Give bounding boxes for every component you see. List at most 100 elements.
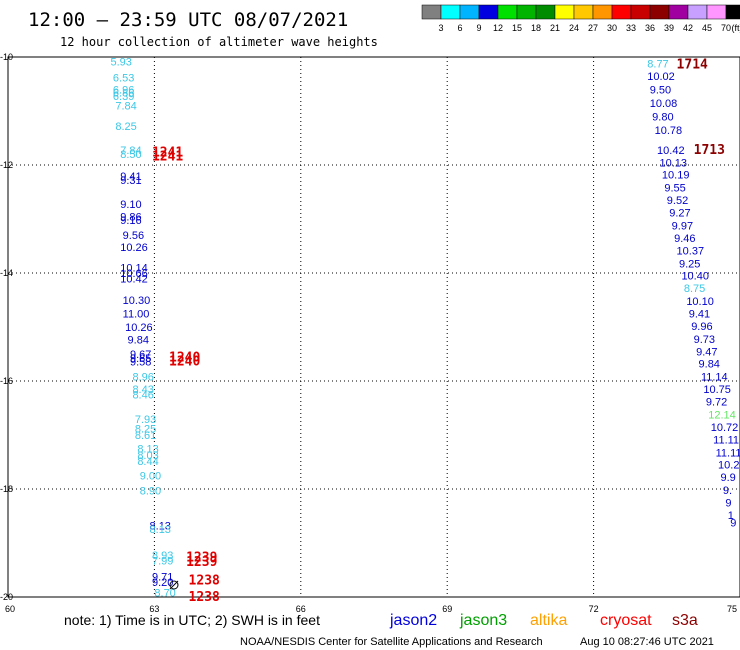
legend-swatch [649,4,670,20]
wave-height-value: 9.73 [694,334,715,346]
legend-swatch [497,4,518,20]
wave-height-value: 9.58 [130,357,151,369]
footer-note: note: 1) Time is in UTC; 2) SWH is in fe… [64,612,320,628]
wave-height-value: 10.08 [650,98,678,110]
footer-timestamp: Aug 10 08:27:46 UTC 2021 [580,636,714,648]
wave-height-value: 8.75 [684,283,705,295]
legend-label: 70 [721,23,731,33]
y-tick-label: -16 [0,376,13,386]
time-label: 1240 [169,354,200,369]
wave-height-value: 10.26 [120,242,148,254]
wave-height-value: 8.13 [150,524,171,536]
legend-swatch [687,4,708,20]
legend-label: 24 [569,23,579,33]
wave-height-value: 10.66 [120,268,148,280]
wave-height-value: 10.26 [125,322,153,334]
wave-height-value: 9.72 [706,397,727,409]
legend-label: 6 [457,23,462,33]
legend-label: 36 [645,23,655,33]
wave-height-value: 9.00 [140,471,161,483]
wave-height-value: 8.13 [137,444,158,456]
wave-height-value: 9.52 [667,195,688,207]
legend-swatch [421,4,442,20]
wave-height-value: 8.61 [135,430,156,442]
wave-height-value: 1 [728,510,734,522]
legend-label: 3 [438,23,443,33]
legend-swatch [592,4,613,20]
wave-height-value: 8.77 [647,58,668,70]
legend-swatch [440,4,461,20]
satellite-cryosat: cryosat [600,612,652,629]
wave-height-value: 9.96 [691,321,712,333]
wave-height-value: 8.96 [132,372,153,384]
wave-height-value: 6.96 [113,84,134,96]
time-label: 1239 [186,555,217,570]
wave-height-value: 8.70 [154,588,175,600]
wave-height-value: 9.27 [669,208,690,220]
wave-height-value: 9.65 [130,353,151,365]
wave-height-value: 7.84 [115,101,136,113]
y-tick-label: -14 [0,268,13,278]
wave-height-value: 10.30 [123,295,151,307]
plot-area: 60 63 66 69 72 75-10-12-14-16-18-20 5.936.536… [0,52,740,614]
legend-swatch [706,4,727,20]
wave-height-values: 5.936.536.966.866.397.848.257.848.509.41… [110,56,740,599]
wave-height-value: 8.25 [135,424,156,436]
wave-height-value: 9.25 [679,258,700,270]
legend-label: 30 [607,23,617,33]
wave-height-value: 9. [723,485,732,497]
satellite-jason3: jason3 [459,612,507,629]
legend-swatch [459,4,480,20]
wave-height-value: 9.16 [120,215,141,227]
legend-label: 33 [626,23,636,33]
satellite-legend: jason2 jason3 altika cryosat s3a [389,612,698,629]
wave-height-value: 8.93 [152,550,173,562]
legend-swatch [611,4,632,20]
wave-height-value: 10.02 [647,71,675,83]
wave-height-value: 10.42 [657,145,685,157]
satellite-s3a: s3a [672,612,698,629]
x-tick-label: 72 [589,604,599,614]
legend-label: 9 [476,23,481,33]
legend-unit: (ft) [732,23,740,33]
wave-height-value: 8.13 [150,521,171,533]
wave-height-value: 9.97 [672,220,693,232]
legend-label: 18 [531,23,541,33]
wave-height-value: 10.2 [718,460,739,472]
wave-height-value: 9.10 [120,199,141,211]
wave-height-value: 8.90 [140,486,161,498]
wave-height-value: 9 [730,517,736,529]
wave-height-value: 8.46 [132,390,153,402]
satellite-jason2: jason2 [389,612,437,629]
axis-tick-labels: 60 63 66 69 72 75 -10 -12 -14 -16 -18 -20 [0,52,737,614]
x-tick-label: 69 [442,604,452,614]
wave-height-value: 10.13 [659,157,687,169]
x-tick-label: 63 [149,604,159,614]
wave-height-value: 10.40 [681,271,709,283]
wave-height-value: 10.72 [711,422,739,434]
wave-height-value: 6.86 [113,88,134,100]
legend-label: 45 [702,23,712,33]
time-label: 1241 [152,146,183,161]
wave-height-value: 9 [725,498,731,510]
wave-height-value: 8.50 [120,149,141,161]
legend-swatch [573,4,594,20]
wave-height-value: 9.41 [120,171,141,183]
satellite-marker-icon [169,580,179,590]
y-tick-label: -18 [0,484,13,494]
satellite-altika: altika [530,612,567,629]
time-label: 1713 [694,143,725,158]
wave-height-value: 8.43 [132,384,153,396]
y-tick-label: -20 [0,592,13,602]
wave-height-value: 9.9 [720,472,735,484]
wave-height-value: 12.14 [708,409,736,421]
legend-label: 21 [550,23,560,33]
wave-height-value: 7.84 [120,145,141,157]
wave-height-value: 11.11 [713,434,739,446]
legend-label: 27 [588,23,598,33]
wave-height-value: 10.19 [662,170,690,182]
wave-height-value: 11.11 [716,447,740,459]
y-tick-label: -12 [0,160,13,170]
